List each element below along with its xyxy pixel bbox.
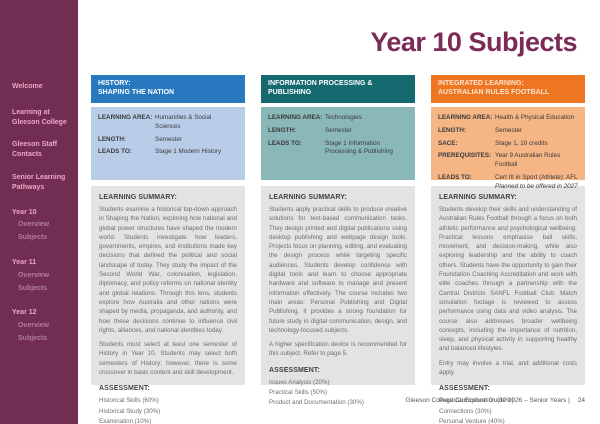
- info-value-text: Cert III in Sport (Athlete): AFL: [495, 174, 578, 182]
- info-label: PREREQUISITES:: [438, 152, 492, 160]
- assessment-item: Personal Venture (40%): [439, 417, 505, 424]
- info-row: LEARNING AREA: Humanities & Social Scien…: [98, 114, 238, 132]
- sidebar-item-year-10-subjects[interactable]: Subjects: [18, 234, 48, 242]
- assessment-heading: ASSESSMENT:: [439, 385, 490, 393]
- sidebar-item-year-11-overview[interactable]: Overview: [18, 271, 50, 279]
- info-value: Semester: [325, 126, 352, 134]
- info-row: LENGTH: Semester: [268, 127, 408, 136]
- info-row: LENGTH: Semester: [438, 127, 578, 136]
- sidebar-item-year-11[interactable]: Year 11: [12, 258, 37, 266]
- card-history-shaping-the-nation: HISTORY: SHAPING THE NATION LEARNING ARE…: [91, 75, 245, 424]
- sidebar-item-year-12[interactable]: Year 12: [12, 309, 37, 317]
- info-value: Stage 1 Modern History: [155, 148, 222, 156]
- page-title: Year 10 Subjects: [370, 27, 577, 57]
- info-row: LEARNING AREA: Health & Physical Educati…: [438, 114, 578, 123]
- info-value: Stage 1 Information Processing & Publish…: [325, 139, 393, 156]
- card-header: INFORMATION PROCESSING & PUBLISHING: [261, 75, 415, 103]
- sidebar-item-year-12-subjects[interactable]: Subjects: [18, 334, 48, 342]
- info-value: Stage 1, 10 credits: [495, 139, 548, 147]
- info-label: LENGTH:: [268, 126, 296, 134]
- card-info-box: LEARNING AREA: Humanities & Social Scien…: [91, 107, 245, 180]
- assessment-item: Historical Study (30%): [99, 407, 161, 415]
- card-header: HISTORY: SHAPING THE NATION: [91, 75, 245, 103]
- card-information-processing-publishing: INFORMATION PROCESSING & PUBLISHING LEAR…: [261, 75, 415, 406]
- sidebar: Welcome Learning at Gleeson College Glee…: [0, 0, 78, 424]
- info-row: LENGTH: Semester: [98, 136, 238, 145]
- assessment-item: Examination (10%): [99, 417, 152, 424]
- info-row: PREREQUISITES: Year 9 Australian Rules F…: [438, 152, 578, 170]
- info-label: LENGTH:: [438, 126, 466, 134]
- assessment-item: Issues Analysis (20%): [269, 378, 330, 386]
- footer-page-number: 24: [577, 397, 585, 404]
- learning-summary-heading: LEARNING SUMMARY:: [99, 194, 177, 201]
- sidebar-item-senior-learning-pathways[interactable]: Senior Learning Pathways: [12, 173, 66, 191]
- learning-summary-heading: LEARNING SUMMARY:: [269, 194, 347, 201]
- info-label: LENGTH:: [98, 135, 126, 143]
- sidebar-group-year-10: Year 10 Overview Subjects: [12, 208, 70, 243]
- summary-paragraph: Students apply practical skills to produ…: [269, 206, 407, 334]
- page-footer: Gleeson College Curriculum Guide 2026 – …: [405, 397, 585, 404]
- info-label: LEARNING AREA:: [98, 114, 153, 121]
- card-info-box: LEARNING AREA: Technologies LENGTH: Seme…: [261, 107, 415, 180]
- info-value: Year 9 Australian Rules Football: [495, 152, 561, 169]
- info-value-note: Planned to be offered in 2027: [495, 182, 578, 190]
- sidebar-item-learning-at-gleeson-college[interactable]: Learning at Gleeson College: [12, 108, 67, 126]
- summary-paragraph: Students must select at least one semest…: [99, 341, 237, 377]
- sidebar-item-year-10-overview[interactable]: Overview: [18, 221, 50, 229]
- assessment-heading: ASSESSMENT:: [99, 385, 150, 393]
- info-label: LEARNING AREA:: [438, 114, 493, 121]
- learning-summary-heading: LEARNING SUMMARY:: [439, 194, 517, 201]
- sidebar-group-year-11: Year 11 Overview Subjects: [12, 258, 70, 293]
- sidebar-item-welcome[interactable]: Welcome: [12, 83, 43, 90]
- info-label: LEADS TO:: [98, 148, 132, 156]
- sidebar-group-year-12: Year 12 Overview Subjects: [12, 308, 70, 343]
- card-header: INTEGRATED LEARNING: AUSTRALIAN RULES FO…: [431, 75, 585, 103]
- info-value: Semester: [495, 126, 522, 134]
- info-row: LEADS TO: Stage 1 Information Processing…: [268, 140, 408, 158]
- info-value: Health & Physical Education: [495, 114, 575, 121]
- summary-paragraph: Students develop their skills and unders…: [439, 206, 577, 353]
- info-value: Semester: [155, 135, 182, 143]
- card-info-box: LEARNING AREA: Health & Physical Educati…: [431, 107, 585, 190]
- info-value: Technologies: [325, 114, 362, 121]
- info-row: LEADS TO: Stage 1 Modern History: [98, 148, 238, 157]
- info-label: LEADS TO:: [438, 174, 472, 182]
- sidebar-item-year-12-overview[interactable]: Overview: [18, 322, 50, 330]
- assessment-item: Practical Skills (50%): [269, 388, 328, 396]
- assessment-item: Product and Documentation (30%): [269, 399, 364, 407]
- summary-paragraph: A higher specification device is recomme…: [269, 341, 407, 358]
- subject-cards: HISTORY: SHAPING THE NATION LEARNING ARE…: [91, 75, 585, 424]
- sidebar-item-year-11-subjects[interactable]: Subjects: [18, 284, 48, 292]
- info-label: SACE:: [438, 139, 458, 147]
- info-value: Humanities & Social Sciences: [155, 114, 212, 130]
- info-row: SACE: Stage 1, 10 credits: [438, 140, 578, 149]
- card-summary-box: LEARNING SUMMARY: Students apply practic…: [261, 186, 415, 406]
- info-row: LEARNING AREA: Technologies: [268, 114, 408, 123]
- assessment-item: Practical Exploration (30%): [439, 397, 514, 405]
- info-label: LEADS TO:: [268, 139, 302, 147]
- info-label: LEARNING AREA:: [268, 114, 323, 121]
- card-summary-box: LEARNING SUMMARY: Students develop their…: [431, 186, 585, 424]
- summary-paragraph: Students examine a historical top-down a…: [99, 206, 237, 334]
- sidebar-item-gleeson-staff-contacts[interactable]: Gleeson Staff Contacts: [12, 141, 58, 159]
- footer-text: Gleeson College Curriculum Guide 2026 – …: [405, 397, 570, 404]
- card-summary-box: LEARNING SUMMARY: Students examine a his…: [91, 186, 245, 424]
- assessment-item: Connections (30%): [439, 407, 492, 415]
- sidebar-item-year-10[interactable]: Year 10: [12, 208, 37, 216]
- summary-paragraph: Entry may involve a trial, and additiona…: [439, 359, 577, 377]
- assessment-item: Historical Skills (60%): [99, 397, 159, 405]
- card-integrated-learning-afl: INTEGRATED LEARNING: AUSTRALIAN RULES FO…: [431, 75, 585, 424]
- info-row: LEADS TO: Cert III in Sport (Athlete): A…: [438, 174, 578, 192]
- assessment-heading: ASSESSMENT:: [269, 366, 320, 374]
- info-value: Cert III in Sport (Athlete): AFL Planned…: [495, 174, 578, 192]
